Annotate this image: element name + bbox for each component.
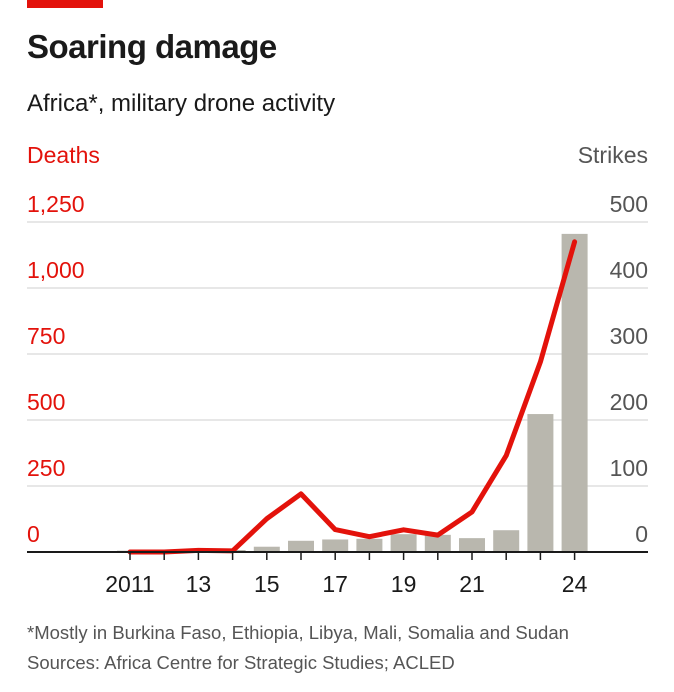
axis-ticks: 1,250 500 1,000 400 750 300 500 200 250 100 0 0 2011…: [27, 191, 648, 597]
left-tick-label: 1,250: [27, 191, 85, 217]
chart-title: Soaring damage: [27, 28, 277, 65]
x-tick-label: 13: [186, 571, 212, 597]
strikes-bar: [253, 546, 280, 552]
strikes-bar: [288, 540, 314, 552]
left-tick-label: 500: [27, 389, 65, 415]
right-tick-label: 400: [610, 257, 648, 283]
deaths-line-group: [127, 239, 578, 555]
strikes-bar: [356, 538, 383, 552]
strikes-bar: [390, 534, 417, 552]
footnote: *Mostly in Burkina Faso, Ethiopia, Libya…: [27, 622, 569, 643]
left-tick-label: 250: [27, 455, 65, 481]
right-axis-label: Strikes: [578, 142, 648, 168]
sources: Sources: Africa Centre for Strategic Stu…: [27, 652, 455, 673]
x-tick-label: 2011: [105, 571, 154, 597]
grid-lines: [27, 221, 648, 487]
chart-area: 1,250 500 1,000 400 750 300 500 200 250 100 0 0 2011…: [27, 142, 648, 597]
left-axis-label: Deaths: [27, 142, 100, 168]
left-tick-label: 0: [27, 521, 40, 547]
chart-subtitle: Africa*, military drone activity: [27, 90, 336, 117]
strikes-bar: [322, 539, 349, 552]
strikes-bar: [561, 233, 588, 552]
x-tick-label: 17: [322, 571, 348, 597]
right-tick-label: 100: [610, 455, 648, 481]
accent-bar: [27, 0, 103, 8]
right-tick-label: 0: [635, 521, 648, 547]
strikes-bar: [424, 534, 451, 552]
deaths-line: [127, 239, 578, 555]
x-tick-label: 19: [391, 571, 417, 597]
strikes-bar: [527, 414, 554, 552]
strikes-bar: [459, 538, 485, 552]
strikes-bars: [117, 233, 588, 552]
x-tick-label: 21: [459, 571, 485, 597]
right-tick-label: 300: [610, 323, 648, 349]
left-tick-label: 1,000: [27, 257, 85, 283]
x-tick-label: 24: [562, 571, 588, 597]
left-tick-label: 750: [27, 323, 65, 349]
right-tick-label: 200: [610, 389, 648, 415]
x-tick-label: 15: [254, 571, 280, 597]
strikes-bar: [493, 530, 520, 552]
right-tick-label: 500: [610, 191, 648, 217]
